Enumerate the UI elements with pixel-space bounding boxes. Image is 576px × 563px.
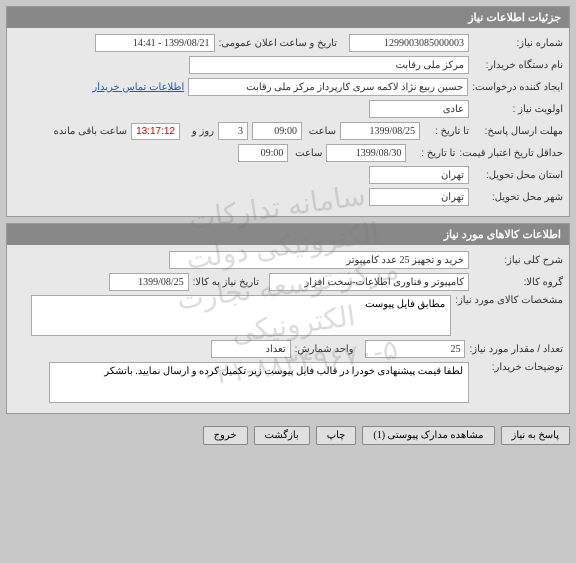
deadline-date-input[interactable] bbox=[340, 122, 420, 140]
buyer-org-input[interactable] bbox=[189, 56, 469, 74]
delivery-city-label: شهر محل تحویل: bbox=[473, 192, 563, 203]
min-credit-label: حداقل تاریخ اعتبار قیمت: bbox=[459, 148, 563, 159]
need-number-input[interactable] bbox=[349, 34, 469, 52]
deadline-time-input[interactable] bbox=[252, 122, 302, 140]
time-label-2: ساعت bbox=[292, 148, 322, 159]
specs-textarea[interactable] bbox=[31, 295, 451, 336]
days-input[interactable] bbox=[218, 122, 248, 140]
unit-input[interactable] bbox=[211, 340, 291, 358]
exit-button[interactable]: خروج bbox=[203, 426, 248, 445]
to-date-label: تا تاریخ : bbox=[424, 126, 469, 137]
remaining-timer: 13:17:12 bbox=[131, 123, 180, 140]
time-label-1: ساعت bbox=[306, 126, 336, 137]
need-details-header: جزئیات اطلاعات نیاز bbox=[7, 7, 569, 28]
contact-link[interactable]: اطلاعات تماس خریدار bbox=[92, 82, 184, 93]
creator-input[interactable] bbox=[188, 78, 468, 96]
back-button[interactable]: بازگشت bbox=[254, 426, 310, 445]
group-label: گروه کالا: bbox=[473, 277, 563, 288]
buyer-org-label: نام دستگاه خریدار: bbox=[473, 60, 563, 71]
creator-label: ایجاد کننده درخواست: bbox=[472, 82, 563, 93]
footer-buttons: پاسخ به نیاز مشاهده مدارک پیوستی (1) چاپ… bbox=[0, 420, 576, 451]
group-input[interactable] bbox=[269, 273, 469, 291]
need-to-date-label: تاریخ نیاز به کالا: bbox=[193, 277, 259, 288]
need-number-label: شماره نیاز: bbox=[473, 38, 563, 49]
goods-info-header: اطلاعات کالاهای مورد نیاز bbox=[7, 224, 569, 245]
need-to-date-input[interactable] bbox=[109, 273, 189, 291]
need-details-panel: جزئیات اطلاعات نیاز شماره نیاز: تاریخ و … bbox=[6, 6, 570, 217]
delivery-province-input[interactable] bbox=[369, 166, 469, 184]
general-desc-input[interactable] bbox=[169, 251, 469, 269]
priority-label: اولویت نیاز : bbox=[473, 104, 563, 115]
days-label: روز و bbox=[184, 126, 214, 137]
attachments-button[interactable]: مشاهده مدارک پیوستی (1) bbox=[362, 426, 494, 445]
announce-input[interactable] bbox=[95, 34, 215, 52]
remaining-label: ساعت باقی مانده bbox=[54, 126, 127, 137]
priority-input[interactable] bbox=[369, 100, 469, 118]
announce-label: تاریخ و ساعت اعلان عمومی: bbox=[219, 38, 338, 49]
unit-label: واحد شمارش: bbox=[295, 344, 354, 355]
delivery-city-input[interactable] bbox=[369, 188, 469, 206]
deadline-label: مهلت ارسال پاسخ: bbox=[473, 126, 563, 137]
buyer-notes-label: توضیحات خریدار: bbox=[473, 362, 563, 373]
min-credit-time-input[interactable] bbox=[238, 144, 288, 162]
general-desc-label: شرح کلی نیاز: bbox=[473, 255, 563, 266]
buyer-notes-textarea[interactable] bbox=[49, 362, 469, 403]
min-credit-date-input[interactable] bbox=[326, 144, 406, 162]
delivery-province-label: استان محل تحویل: bbox=[473, 170, 563, 181]
qty-input[interactable] bbox=[365, 340, 465, 358]
qty-label: تعداد / مقدار مورد نیاز: bbox=[469, 344, 563, 355]
goods-info-panel: اطلاعات کالاهای مورد نیاز شرح کلی نیاز: … bbox=[6, 223, 570, 414]
to-date-label-2: تا تاریخ : bbox=[410, 148, 455, 159]
specs-label: مشخصات کالای مورد نیاز: bbox=[455, 295, 563, 306]
respond-button[interactable]: پاسخ به نیاز bbox=[501, 426, 571, 445]
print-button[interactable]: چاپ bbox=[316, 426, 357, 445]
